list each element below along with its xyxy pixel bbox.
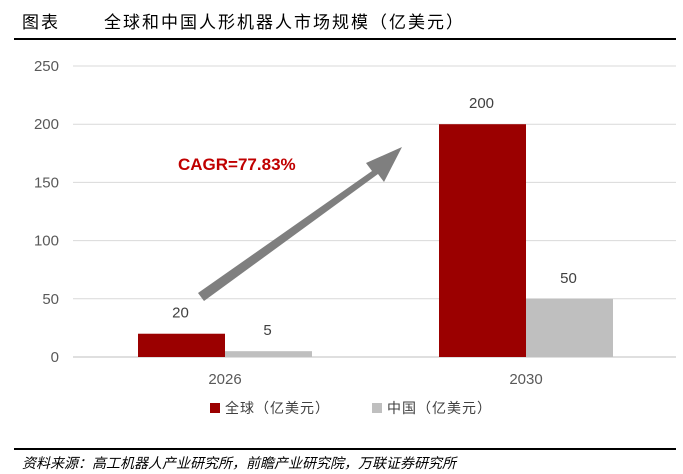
y-tick-label: 250 xyxy=(34,58,59,75)
figure-label: 图表 xyxy=(22,13,60,33)
bar xyxy=(138,333,225,357)
figure-header: 图表 全球和中国人形机器人市场规模（亿美元） xyxy=(0,0,683,40)
trend-arrow xyxy=(198,147,402,301)
bar xyxy=(526,298,613,357)
legend-swatch xyxy=(210,403,220,413)
bottom-rule xyxy=(14,448,676,450)
data-label: 50 xyxy=(560,270,577,287)
y-tick-label: 200 xyxy=(34,116,59,133)
y-tick-label: 50 xyxy=(42,291,59,308)
cagr-annotation: CAGR=77.83% xyxy=(178,155,296,174)
y-tick-label: 100 xyxy=(34,233,59,250)
data-label: 5 xyxy=(263,322,271,339)
legend-label: 中国（亿美元） xyxy=(387,401,492,417)
chart-title: 全球和中国人形机器人市场规模（亿美元） xyxy=(104,13,465,33)
x-tick-label: 2026 xyxy=(208,371,241,388)
top-rule xyxy=(14,38,676,40)
data-label: 200 xyxy=(469,95,494,112)
y-tick-label: 150 xyxy=(34,174,59,191)
legend-swatch xyxy=(372,403,382,413)
y-tick-label: 0 xyxy=(51,349,59,366)
source-note: 资料来源：高工机器人产业研究所，前瞻产业研究院，万联证券研究所 xyxy=(22,456,456,472)
bar xyxy=(225,351,312,357)
chart-area: 0 50 100 150 200 250 20 5 2026 200 50 2030 CAGR=77.8… xyxy=(34,58,676,417)
bar xyxy=(439,124,526,357)
x-tick-label: 2030 xyxy=(509,371,542,388)
legend-label: 全球（亿美元） xyxy=(225,400,330,417)
data-label: 20 xyxy=(172,305,189,322)
